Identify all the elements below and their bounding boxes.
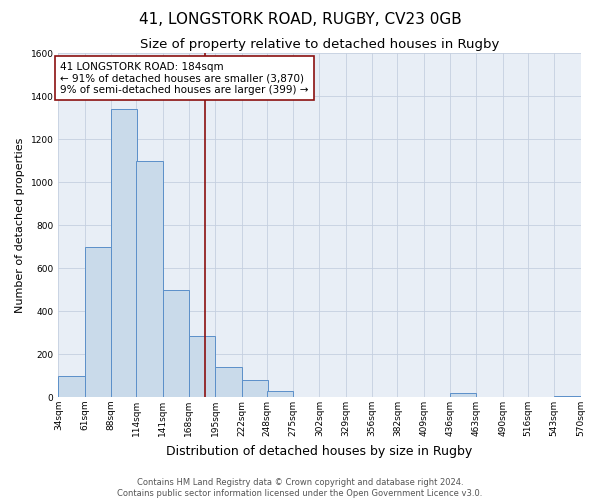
Bar: [111, 109, 137, 397]
Text: 41 LONGSTORK ROAD: 184sqm
← 91% of detached houses are smaller (3,870)
9% of sem: 41 LONGSTORK ROAD: 184sqm ← 91% of detac…: [61, 62, 309, 95]
Text: 41, LONGSTORK ROAD, RUGBY, CV23 0GB: 41, LONGSTORK ROAD, RUGBY, CV23 0GB: [139, 12, 461, 28]
Bar: [163, 290, 189, 397]
Bar: [450, 392, 476, 397]
Text: Contains HM Land Registry data © Crown copyright and database right 2024.
Contai: Contains HM Land Registry data © Crown c…: [118, 478, 482, 498]
X-axis label: Distribution of detached houses by size in Rugby: Distribution of detached houses by size …: [166, 444, 473, 458]
Bar: [189, 336, 215, 397]
Bar: [58, 376, 85, 397]
Y-axis label: Number of detached properties: Number of detached properties: [15, 138, 25, 312]
Bar: [242, 380, 268, 397]
Bar: [267, 390, 293, 397]
Bar: [554, 396, 581, 397]
Bar: [85, 246, 111, 397]
Bar: [215, 367, 242, 397]
Title: Size of property relative to detached houses in Rugby: Size of property relative to detached ho…: [140, 38, 499, 51]
Bar: [136, 160, 163, 397]
